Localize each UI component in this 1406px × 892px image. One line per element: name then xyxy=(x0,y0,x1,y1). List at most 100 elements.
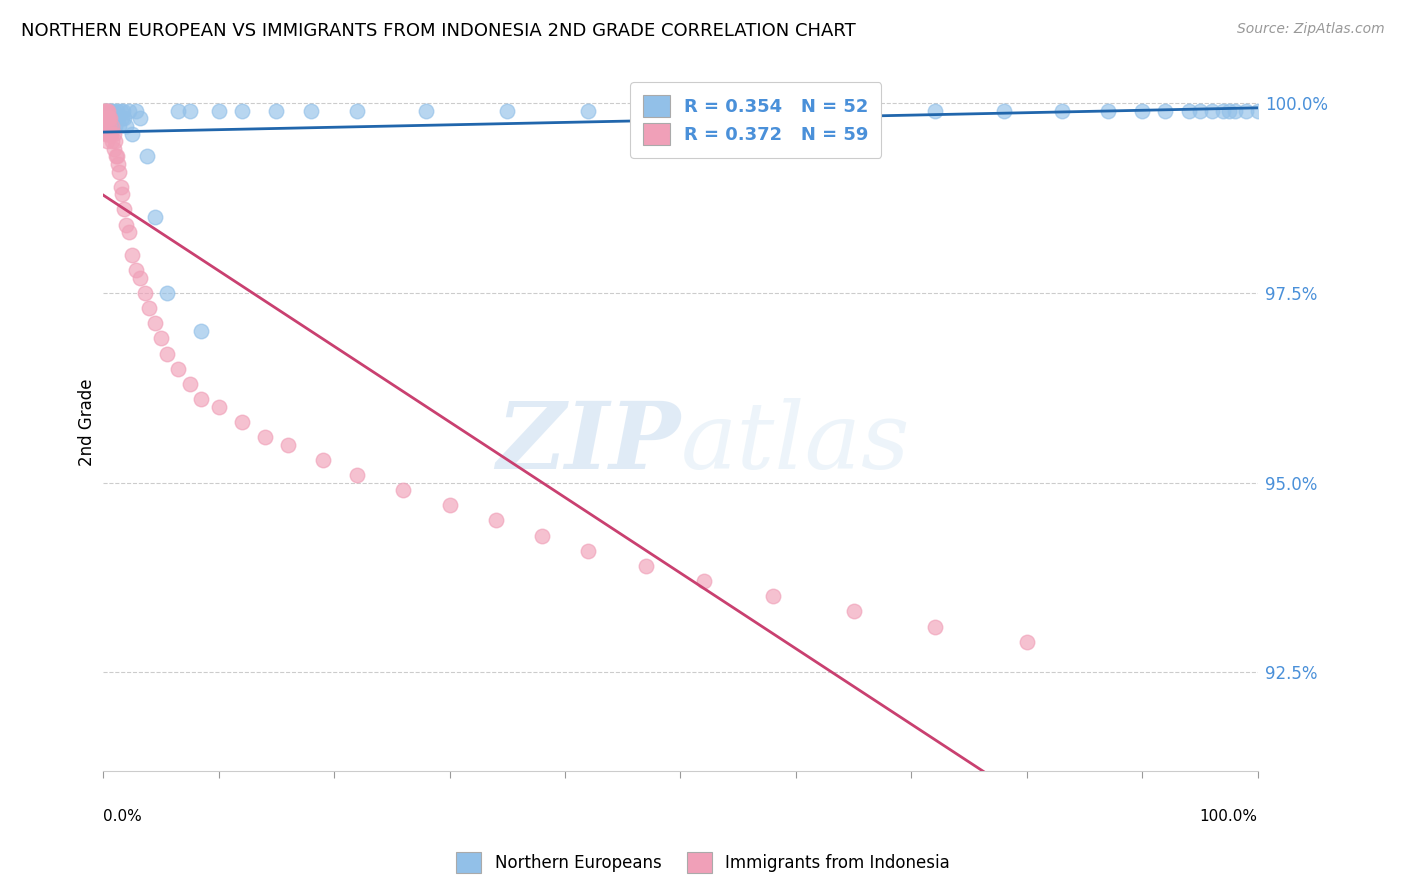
Point xyxy=(97,127,120,141)
Point xyxy=(134,285,156,300)
Point xyxy=(115,218,138,232)
Point xyxy=(190,324,212,338)
Point xyxy=(692,574,714,588)
Point xyxy=(98,112,121,126)
Point xyxy=(97,112,120,126)
Point xyxy=(107,157,129,171)
Point xyxy=(576,103,599,118)
Point xyxy=(121,127,143,141)
Point xyxy=(93,119,115,133)
Point xyxy=(1130,103,1153,118)
Point xyxy=(110,103,132,118)
Legend: Northern Europeans, Immigrants from Indonesia: Northern Europeans, Immigrants from Indo… xyxy=(450,846,956,880)
Point xyxy=(115,119,138,133)
Legend: R = 0.354   N = 52, R = 0.372   N = 59: R = 0.354 N = 52, R = 0.372 N = 59 xyxy=(630,82,882,158)
Point xyxy=(311,452,333,467)
Point xyxy=(415,103,437,118)
Point xyxy=(100,127,122,141)
Point xyxy=(124,103,146,118)
Point xyxy=(104,112,127,126)
Point xyxy=(101,119,124,133)
Text: NORTHERN EUROPEAN VS IMMIGRANTS FROM INDONESIA 2ND GRADE CORRELATION CHART: NORTHERN EUROPEAN VS IMMIGRANTS FROM IND… xyxy=(21,22,856,40)
Point xyxy=(299,103,322,118)
Point xyxy=(167,361,190,376)
Point xyxy=(253,430,276,444)
Point xyxy=(1050,103,1073,118)
Point xyxy=(143,316,166,330)
Point xyxy=(842,604,865,618)
Point xyxy=(107,112,129,126)
Point xyxy=(143,210,166,224)
Point xyxy=(105,103,128,118)
Point xyxy=(105,149,128,163)
Point xyxy=(485,513,508,527)
Point xyxy=(97,103,120,118)
Point xyxy=(124,263,146,277)
Point xyxy=(208,400,231,414)
Point xyxy=(496,103,519,118)
Text: 100.0%: 100.0% xyxy=(1199,809,1258,824)
Point xyxy=(117,225,139,239)
Point xyxy=(96,112,118,126)
Point xyxy=(112,202,135,217)
Point xyxy=(104,134,127,148)
Point xyxy=(231,415,253,429)
Point xyxy=(179,103,201,118)
Point xyxy=(136,149,159,163)
Point xyxy=(101,134,124,148)
Point xyxy=(98,119,121,133)
Point xyxy=(1015,634,1038,648)
Text: Source: ZipAtlas.com: Source: ZipAtlas.com xyxy=(1237,22,1385,37)
Point xyxy=(98,103,121,118)
Point xyxy=(149,331,172,345)
Point xyxy=(924,619,946,633)
Point xyxy=(346,467,368,482)
Point xyxy=(1154,103,1177,118)
Point xyxy=(103,142,125,156)
Text: ZIP: ZIP xyxy=(496,398,681,488)
Point xyxy=(94,103,117,118)
Point xyxy=(156,346,179,360)
Point xyxy=(129,112,152,126)
Point xyxy=(576,543,599,558)
Point xyxy=(98,119,121,133)
Point xyxy=(93,103,115,118)
Point xyxy=(94,127,117,141)
Point xyxy=(669,103,692,118)
Point xyxy=(1247,103,1270,118)
Point xyxy=(121,248,143,262)
Point xyxy=(96,103,118,118)
Point xyxy=(98,127,121,141)
Point xyxy=(96,103,118,118)
Point xyxy=(924,103,946,118)
Point xyxy=(111,112,134,126)
Point xyxy=(129,270,152,285)
Point xyxy=(392,483,415,497)
Point xyxy=(167,103,190,118)
Point xyxy=(111,187,134,202)
Point xyxy=(231,103,253,118)
Point xyxy=(98,112,121,126)
Point xyxy=(101,112,124,126)
Point xyxy=(1097,103,1119,118)
Point xyxy=(1223,103,1246,118)
Point xyxy=(100,103,122,118)
Point xyxy=(762,589,785,603)
Point xyxy=(190,392,212,406)
Point xyxy=(103,103,125,118)
Point xyxy=(842,103,865,118)
Point xyxy=(96,119,118,133)
Y-axis label: 2nd Grade: 2nd Grade xyxy=(79,378,96,466)
Point xyxy=(103,127,125,141)
Point xyxy=(1234,103,1257,118)
Point xyxy=(179,376,201,391)
Point xyxy=(266,103,288,118)
Point xyxy=(111,103,134,118)
Point xyxy=(762,103,785,118)
Point xyxy=(104,149,127,163)
Point xyxy=(1212,103,1234,118)
Point xyxy=(94,112,117,126)
Text: atlas: atlas xyxy=(681,398,910,488)
Point xyxy=(108,164,131,178)
Point xyxy=(1189,103,1212,118)
